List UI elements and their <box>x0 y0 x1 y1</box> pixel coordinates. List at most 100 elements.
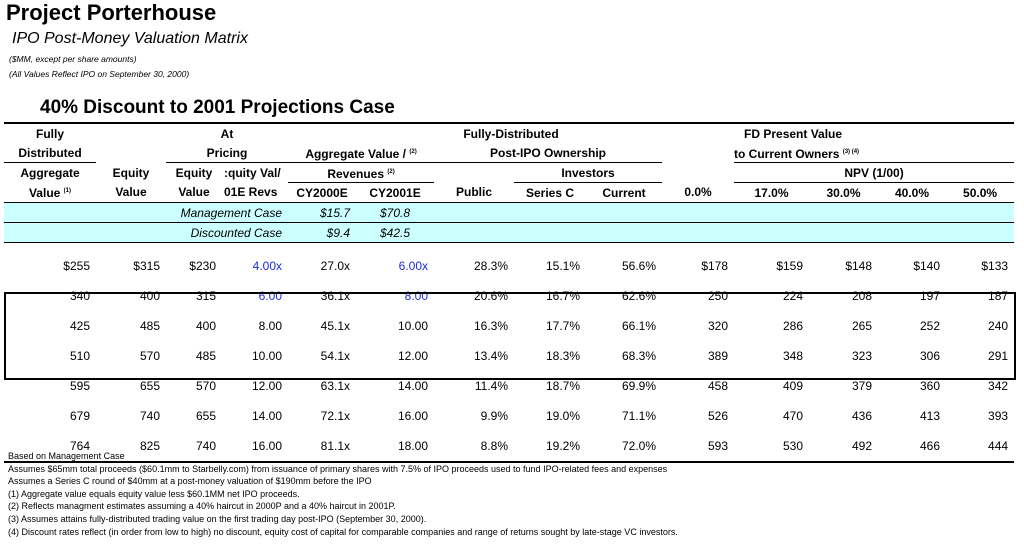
cell-series-c: 17.7% <box>545 319 581 333</box>
cell-npv-0: 320 <box>707 319 729 333</box>
header-aggregate: Aggregate <box>20 165 80 180</box>
header-equity: Equity <box>112 165 150 180</box>
case-cy2000e: $15.7 <box>288 202 357 223</box>
cell-series-c: 19.2% <box>514 431 587 463</box>
cell-pricing-value: 485 <box>195 349 216 363</box>
cell-npv-40: 306 <box>919 349 941 363</box>
case-cy2001e: $42.5 <box>356 222 435 243</box>
cell-equity-rev-ratio: 14.00 <box>251 409 283 423</box>
cell-npv-17: 530 <box>734 431 810 463</box>
cell-equity-rev-ratio: 16.00 <box>222 431 289 463</box>
units-note: ($MM, except per share amounts) <box>9 54 137 64</box>
cell-npv-30: 492 <box>809 431 879 463</box>
data-rows: $255 $315 $230 4.00x 27.0x 6.00x 28.3% 15.1% 56.… <box>4 251 1015 463</box>
footnote: Assumes a Series C round of $40mm at a p… <box>8 476 372 487</box>
cell-public: 13.4% <box>473 349 509 363</box>
cell-equity-value: 655 <box>139 379 160 393</box>
header-npv: NPV (1/00) <box>734 162 1015 183</box>
cell-npv-50: $133 <box>981 259 1009 273</box>
cell-cy2001e: 16.00 <box>397 409 429 423</box>
cell-npv-17: 409 <box>782 379 804 393</box>
header-fully: Fully <box>4 122 96 143</box>
cell-cy2001e: 10.00 <box>397 319 429 333</box>
cell-equity-value: 825 <box>96 431 166 463</box>
cell-cy2001e: 14.00 <box>397 379 429 393</box>
cell-equity-value: $315 <box>133 259 160 273</box>
cell-series-c: 18.7% <box>545 379 581 393</box>
cell-series-c: 18.3% <box>545 349 581 363</box>
header-row-1: Fully At Fully-Distributed FD Present Va… <box>4 122 1015 143</box>
cell-npv-50: 393 <box>988 409 1009 423</box>
case-row-management: Management Case $15.7 $70.8 <box>4 202 1015 223</box>
footnote: (4) Discount rates reflect (in order fro… <box>8 526 678 537</box>
cell-npv-17: 348 <box>782 349 804 363</box>
cell-current: 66.1% <box>621 319 657 333</box>
page-subtitle: IPO Post-Money Valuation Matrix <box>12 30 248 47</box>
cell-current: 71.1% <box>621 409 657 423</box>
footnote: (2) Reflects managment estimates assumin… <box>8 501 396 512</box>
cell-npv-0: $178 <box>701 259 729 273</box>
cell-aggregate-value: 425 <box>69 319 90 333</box>
cell-equity-rev-ratio: 12.00 <box>251 379 283 393</box>
cell-aggregate-value: 510 <box>69 349 90 363</box>
header-equity-val: :quity Val/ <box>224 165 281 180</box>
cell-npv-0: 389 <box>707 349 729 363</box>
cell-npv-50: 187 <box>988 289 1009 303</box>
header-investors: Investors <box>514 162 663 183</box>
header-to-current-owners: to Current Owners (3) (4) <box>734 143 1015 163</box>
header-rate-40: 40.0% <box>878 182 947 203</box>
cell-npv-30: $148 <box>845 259 873 273</box>
footnote: (3) Assumes attains fully-distributed tr… <box>8 513 427 524</box>
cell-cy2001e: 12.00 <box>397 349 429 363</box>
cell-equity-value: 740 <box>139 409 160 423</box>
cell-equity-rev-ratio: 10.00 <box>251 349 283 363</box>
table-row: 510 570 485 10.00 54.1x 12.00 13.4% 18.3% 68.3% 3… <box>4 341 1014 371</box>
cell-pricing-value: 315 <box>195 289 216 303</box>
table-row: 425 485 400 8.00 45.1x 10.00 16.3% 17.7% 66.1% 32… <box>4 311 1014 341</box>
cell-npv-17: 224 <box>782 289 804 303</box>
cell-cy2001e: 18.00 <box>356 431 435 463</box>
cell-cy2001e: 8.00 <box>404 289 429 303</box>
cell-equity-value: 400 <box>139 289 160 303</box>
cell-current: 62.6% <box>621 289 657 303</box>
cell-npv-40: 413 <box>919 409 941 423</box>
date-note: (All Values Reflect IPO on September 30,… <box>9 69 190 79</box>
cell-npv-50: 240 <box>988 319 1009 333</box>
cell-public: 11.4% <box>474 379 509 393</box>
cell-cy2000e: 36.1x <box>320 289 351 303</box>
header-row-4: Value (1) Value Value 01E Revs CY2000E C… <box>4 182 1015 203</box>
header-row-2: Distributed Pricing Aggregate Value / (2… <box>4 143 1015 163</box>
cell-aggregate-value: 595 <box>69 379 90 393</box>
cell-pricing-value: $230 <box>189 259 216 273</box>
header-public: Public <box>434 182 515 203</box>
case-label: Discounted Case <box>4 222 289 243</box>
cell-equity-rev-ratio: 4.00x <box>252 259 283 273</box>
cell-pricing-value: 655 <box>195 409 216 423</box>
header-post-ipo-ownership: Post-IPO Ownership <box>434 143 663 163</box>
table-row: 679 740 655 14.00 72.1x 16.00 9.9% 19.0% 71.1% 52… <box>4 401 1014 431</box>
cell-cy2000e: 63.1x <box>320 379 351 393</box>
cell-npv-50: 291 <box>988 349 1009 363</box>
cell-series-c: 19.0% <box>545 409 581 423</box>
cell-current: 72.0% <box>586 431 663 463</box>
header-fully-distributed: Fully-Distributed <box>288 122 735 143</box>
cell-npv-40: 252 <box>919 319 941 333</box>
case-cy2001e: $70.8 <box>356 202 435 223</box>
cell-equity-value: 570 <box>139 349 160 363</box>
cell-npv-30: 323 <box>851 349 873 363</box>
cell-series-c: 15.1% <box>545 259 581 273</box>
header-value-equity: Value <box>96 182 166 203</box>
cell-npv-0: 526 <box>707 409 729 423</box>
cell-npv-50: 342 <box>988 379 1009 393</box>
cell-public: 16.3% <box>473 319 509 333</box>
header-pricing: Pricing <box>166 143 289 163</box>
header-row-3: Aggregate Equity Equity :quity Val/ Reve… <box>4 162 1015 183</box>
table-row: 595 655 570 12.00 63.1x 14.00 11.4% 18.7% 69.9% 4… <box>4 371 1014 401</box>
header-cy2001e: CY2001E <box>356 182 435 203</box>
page-title: Project Porterhouse <box>6 0 217 25</box>
cell-series-c: 16.7% <box>545 289 581 303</box>
case-label: Management Case <box>4 202 289 223</box>
cell-npv-40: 360 <box>919 379 941 393</box>
cell-pricing-value: 400 <box>195 319 216 333</box>
cell-public: 20.6% <box>473 289 509 303</box>
